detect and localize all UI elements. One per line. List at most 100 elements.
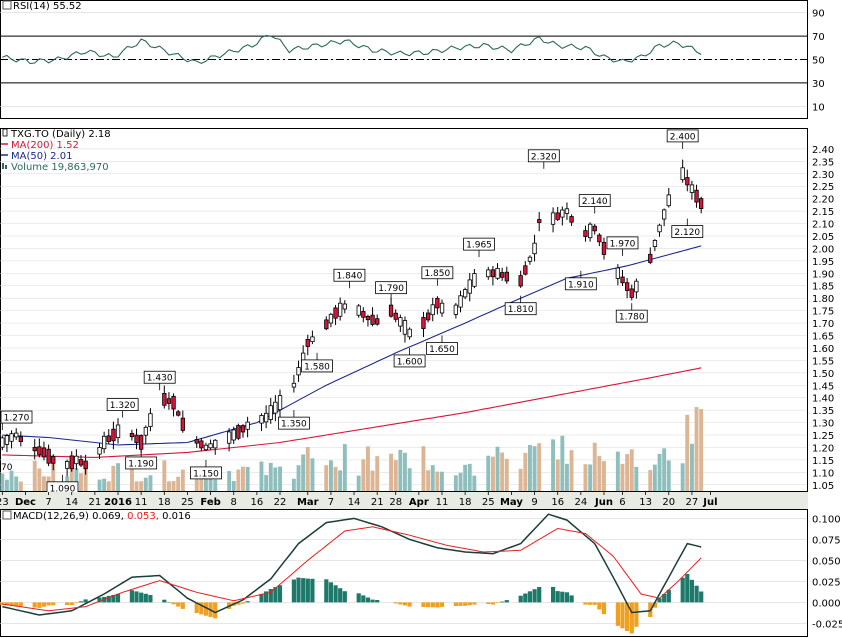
- candle-body: [555, 212, 560, 220]
- macd-histogram-bar: [203, 602, 209, 616]
- candle-body: [171, 395, 176, 410]
- candle-body: [462, 289, 468, 298]
- candlestick: [499, 267, 505, 281]
- macd-histogram-bar: [273, 587, 278, 603]
- candle-body: [629, 288, 634, 298]
- candlestick: [560, 206, 565, 226]
- callout-label: 1.090: [50, 484, 76, 494]
- volume-bar: [389, 453, 393, 491]
- callout-box: [463, 237, 495, 251]
- volume-bar: [370, 470, 375, 491]
- macd-histogram-bar: [666, 589, 671, 603]
- candlestick: [518, 270, 523, 288]
- volume-bar: [171, 481, 176, 491]
- price-tick-label: 1.85: [812, 282, 834, 293]
- candle-body: [102, 435, 107, 450]
- macd-panel-frame: [0, 509, 808, 637]
- price-callout: 2.120: [671, 218, 704, 238]
- candle-body: [657, 224, 662, 233]
- macd-histogram-bar: [176, 602, 181, 607]
- candle-body: [615, 267, 620, 279]
- volume-bar: [426, 470, 431, 491]
- macd-histogram-bar: [148, 595, 153, 603]
- macd-histogram-bar: [338, 588, 343, 603]
- price-tick-label: 2.10: [812, 220, 834, 231]
- macd-histogram-bar: [291, 579, 296, 603]
- macd-histogram-bar: [305, 578, 310, 603]
- volume-bar: [291, 478, 296, 491]
- date-label: 18: [459, 497, 472, 508]
- candle-body: [78, 459, 84, 466]
- candlestick: [467, 273, 472, 302]
- candle-body: [324, 319, 329, 330]
- macd-histogram-bar: [504, 600, 509, 603]
- price-tick-label: 1.80: [812, 294, 834, 305]
- candle-body: [236, 425, 241, 439]
- rsi-tick-label: 90: [812, 9, 825, 20]
- volume-bar: [14, 476, 19, 491]
- volume-bar: [495, 446, 500, 491]
- candle-body: [490, 269, 496, 278]
- candle-body: [375, 318, 380, 325]
- candle-body: [37, 446, 42, 456]
- candle-body: [601, 241, 607, 255]
- candlestick: [569, 214, 574, 226]
- macd-histogram-bar: [500, 601, 505, 603]
- price-tick-label: 1.55: [812, 356, 834, 367]
- candle-body: [504, 271, 510, 282]
- candlestick: [361, 307, 366, 323]
- price-tick-label: 1.70: [812, 319, 834, 330]
- candle-body: [523, 265, 528, 275]
- date-label: Mar: [297, 497, 319, 508]
- volume-bar: [458, 472, 463, 491]
- candlestick: [425, 309, 431, 323]
- candle-body: [588, 223, 593, 239]
- callout-box: [527, 149, 560, 163]
- candle-body: [65, 460, 70, 469]
- candlestick: [65, 459, 70, 477]
- candle-body: [180, 417, 186, 431]
- candlestick: [291, 374, 297, 393]
- candlestick: [277, 389, 283, 418]
- callout-box: [421, 266, 454, 280]
- candlestick: [527, 255, 533, 265]
- candlestick: [615, 264, 620, 286]
- candle-body: [407, 328, 412, 338]
- macd-histogram-bar: [694, 585, 699, 603]
- callout-box: [504, 302, 537, 316]
- callout-box: [564, 277, 597, 291]
- candle-body: [176, 411, 181, 416]
- candlestick: [504, 266, 510, 284]
- macd-histogram-bar: [463, 602, 468, 606]
- rsi-tick-label: 50: [812, 56, 825, 67]
- callout-label: 1.790: [378, 284, 404, 294]
- price-callout: 1.190: [125, 449, 158, 469]
- macd-histogram-bar: [41, 602, 47, 607]
- macd-histogram-bar: [14, 602, 19, 607]
- candlestick: [666, 187, 671, 208]
- volume-bar: [97, 479, 102, 491]
- left-edge-label: 70: [1, 463, 13, 473]
- candle-body: [148, 413, 153, 427]
- callout-box: [606, 236, 639, 250]
- callout-label: 2.400: [670, 132, 696, 142]
- macd-histogram-bar: [689, 579, 694, 603]
- candle-body: [291, 382, 297, 388]
- volume-bar: [666, 460, 671, 491]
- volume-bar: [194, 468, 199, 491]
- date-label: 16: [250, 497, 263, 508]
- candlestick: [375, 314, 380, 326]
- price-axis: 2.402.35 2.302.25 2.202.15 2.102.052.00 1.95…: [812, 145, 834, 492]
- candlestick: [620, 269, 625, 286]
- candle-body: [685, 177, 690, 186]
- candle-body: [97, 447, 102, 455]
- volume-bar: [102, 478, 107, 491]
- macd-histogram-bar: [69, 602, 74, 605]
- volume-bar: [241, 466, 245, 491]
- macd-histogram-bar: [129, 590, 134, 603]
- volume-bar: [180, 469, 185, 491]
- volume-bar: [403, 452, 407, 491]
- candlestick: [268, 397, 273, 424]
- candlestick: [555, 207, 560, 222]
- candle-body: [0, 437, 5, 448]
